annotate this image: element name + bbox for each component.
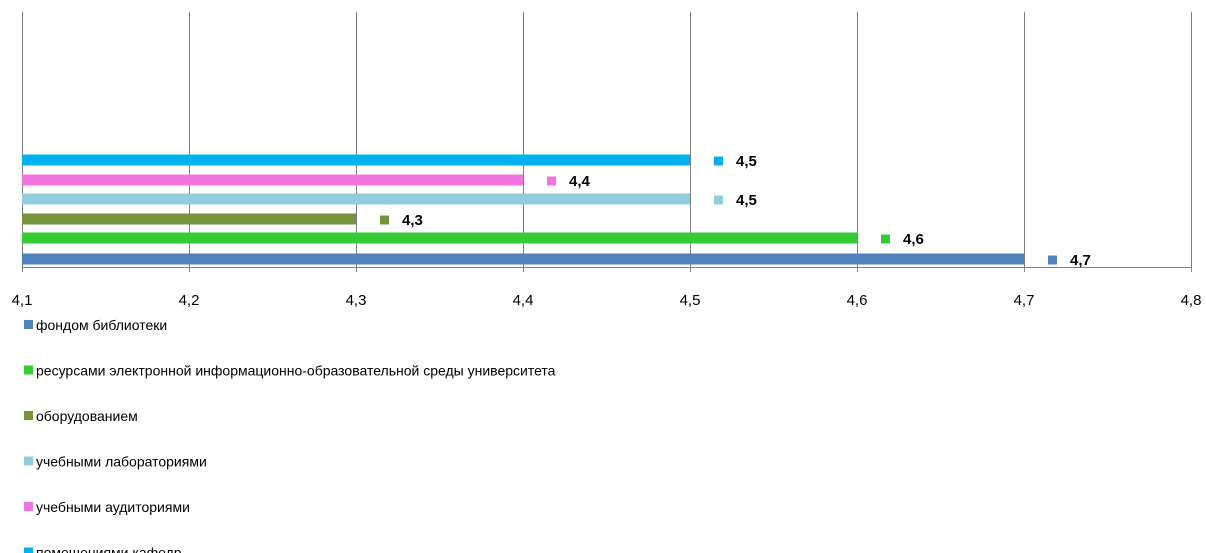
- bar: [22, 253, 1024, 265]
- data-label: 4,7: [1070, 252, 1091, 269]
- x-tick-label: 4,2: [179, 292, 200, 309]
- data-label-marker: [380, 215, 389, 225]
- x-tick-label: 4,7: [1014, 292, 1035, 309]
- data-label-marker: [881, 234, 890, 244]
- legend-swatch: [24, 456, 33, 466]
- legend-swatch: [24, 502, 33, 511]
- data-label-marker: [1048, 255, 1057, 265]
- legend-label: помещениями кафедр: [36, 545, 182, 553]
- legend-swatch: [24, 547, 33, 553]
- data-label: 4,5: [736, 153, 757, 170]
- legend-swatch: [24, 365, 33, 375]
- data-label: 4,5: [736, 192, 757, 209]
- data-label-marker: [714, 195, 723, 205]
- x-tick-label: 4,8: [1181, 292, 1202, 309]
- x-axis: 4,1 4,2 4,3 4,4 4,5 4,6 4,7 4,8: [12, 267, 1202, 309]
- legend-swatch: [24, 411, 33, 420]
- legend-label: фондом библиотеки: [36, 317, 167, 333]
- data-label-marker: [547, 176, 556, 186]
- bar: [22, 232, 857, 244]
- legend-label: учебными лабораториями: [36, 454, 207, 470]
- data-label: 4,4: [569, 173, 591, 190]
- bar: [22, 213, 356, 225]
- bar: [22, 193, 690, 205]
- data-label: 4,6: [903, 231, 924, 248]
- grid-layer: [22, 12, 1192, 267]
- data-labels-layer: 4,7 4,6 4,3 4,5 4,4 4,5: [380, 153, 1091, 269]
- x-tick-label: 4,6: [847, 292, 868, 309]
- bar: [22, 174, 523, 186]
- x-tick-label: 4,4: [513, 292, 534, 309]
- legend-label: оборудованием: [36, 408, 138, 424]
- data-label: 4,3: [402, 212, 423, 229]
- legend-swatch: [24, 320, 33, 329]
- x-tick-label: 4,5: [680, 292, 701, 309]
- legend: фондом библиотеки ресурсами электронной и…: [24, 317, 556, 553]
- legend-label: учебными аудиториями: [36, 499, 190, 515]
- x-tick-label: 4,3: [346, 292, 367, 309]
- data-label-marker: [714, 156, 723, 166]
- legend-label: ресурсами электронной информационно-обра…: [36, 363, 556, 379]
- bars-layer: [22, 154, 1024, 265]
- x-tick-label: 4,1: [12, 292, 33, 309]
- bar: [22, 154, 690, 166]
